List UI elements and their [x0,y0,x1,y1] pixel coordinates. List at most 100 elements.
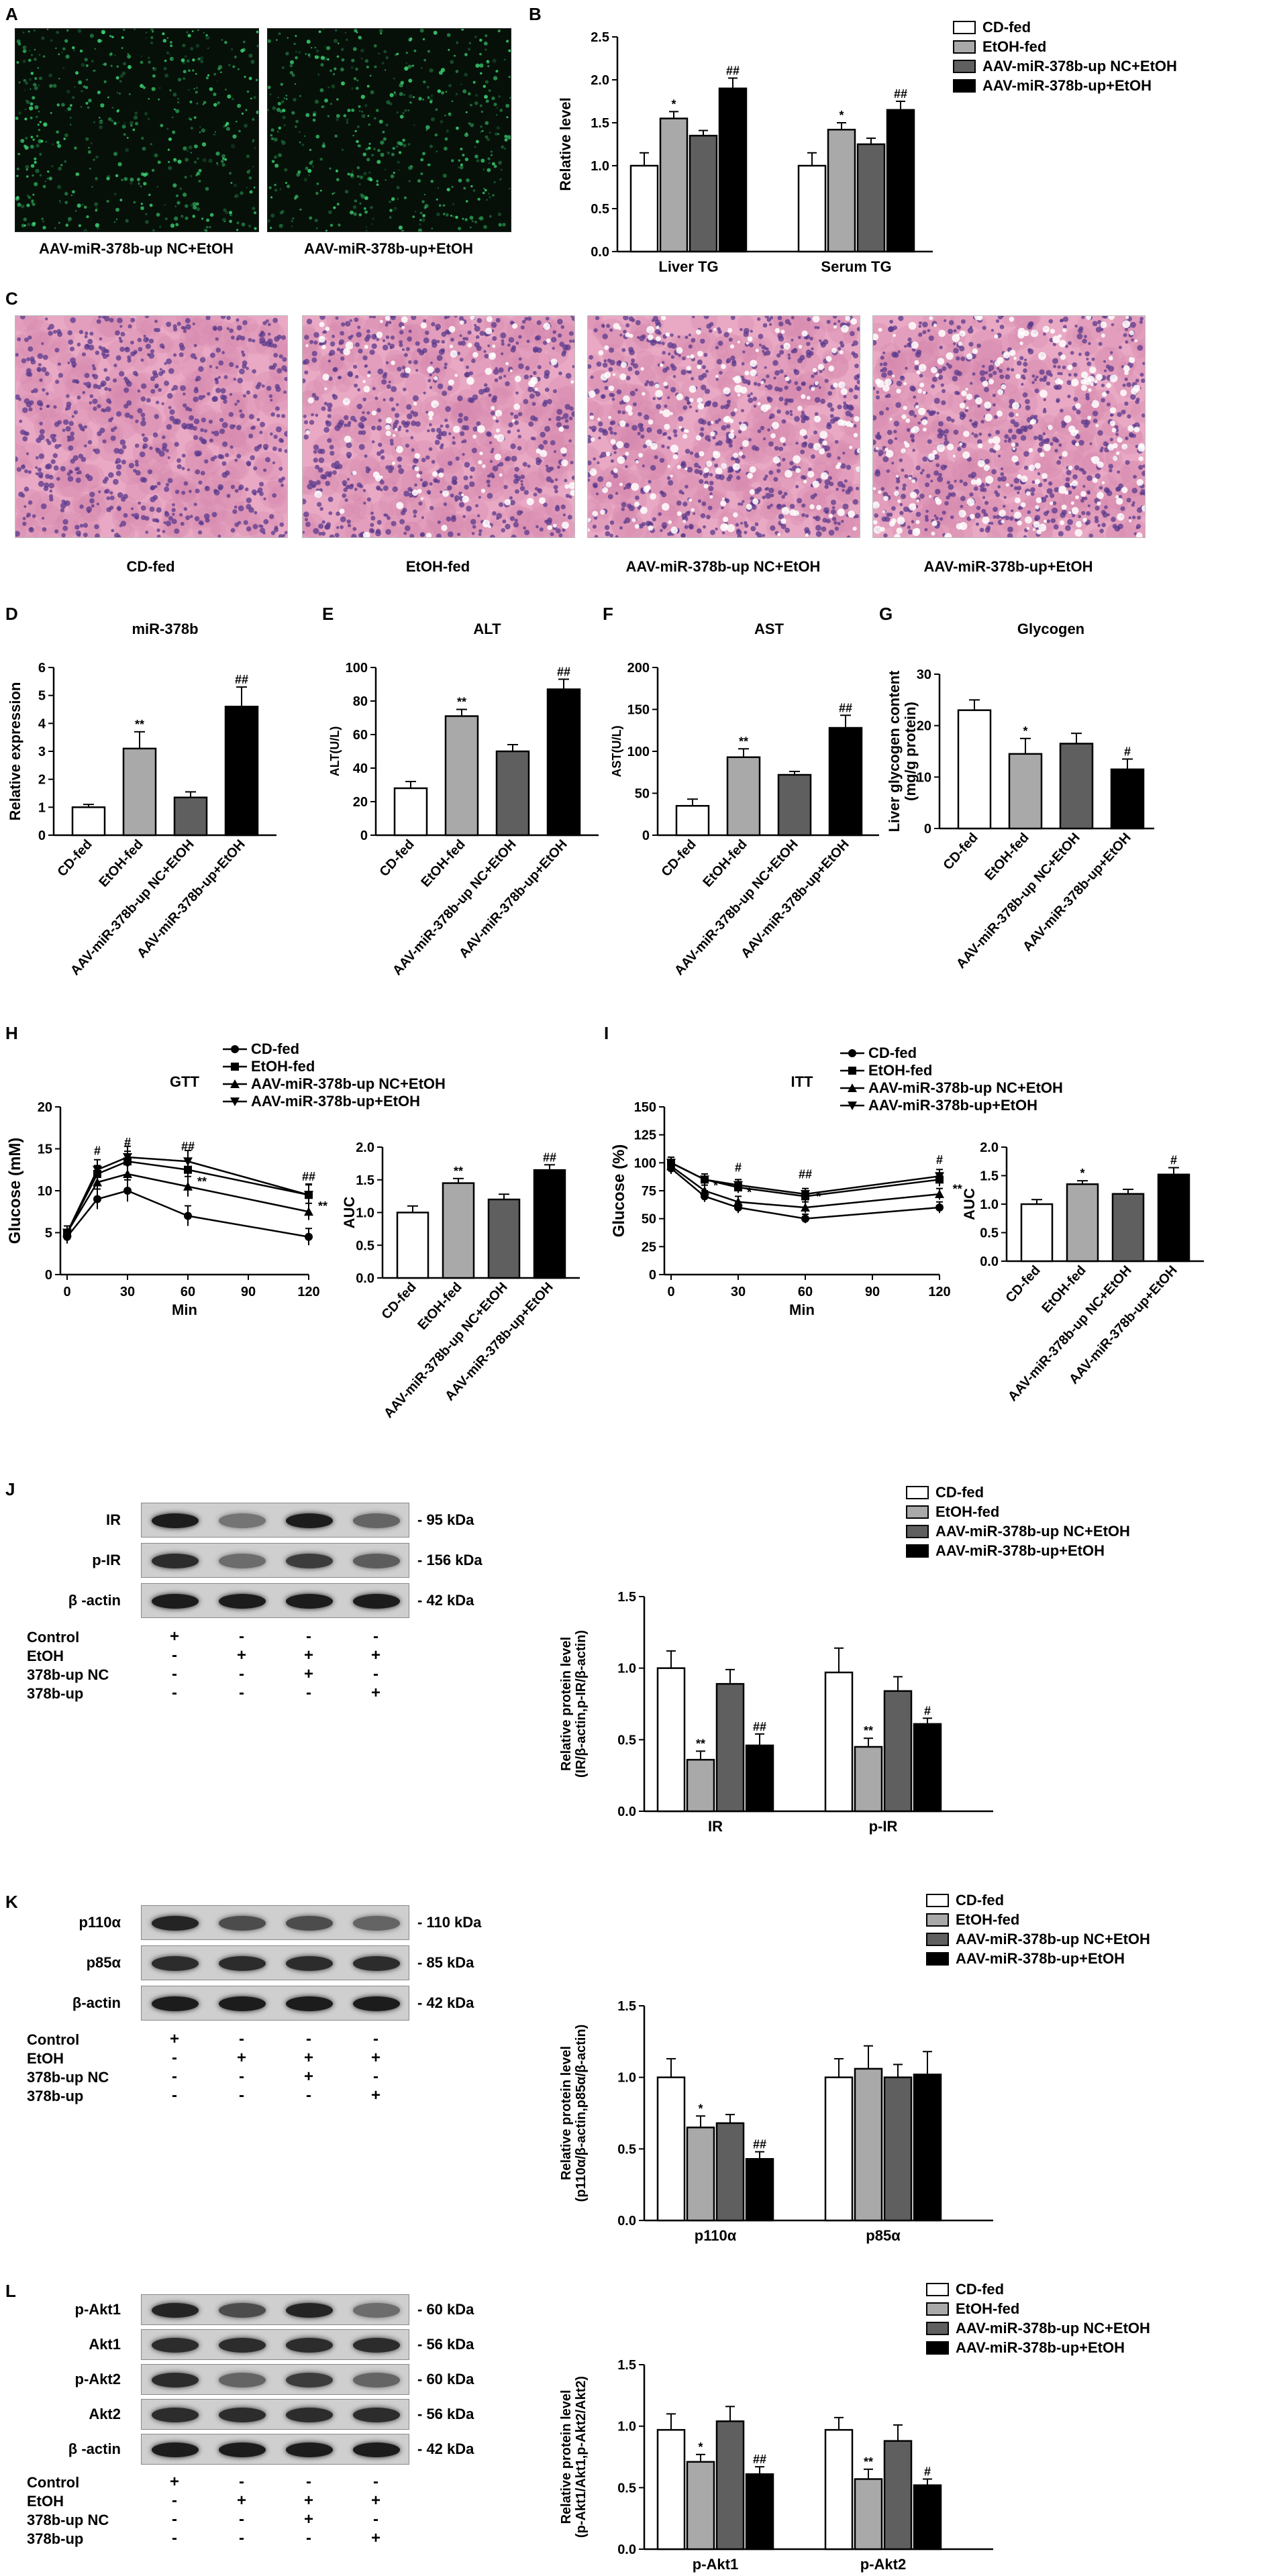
fluorescence-spot [123,133,126,136]
fluorescence-spot [179,187,182,190]
he-nucleus [700,339,705,343]
he-nucleus [116,356,121,361]
he-nucleus [389,346,393,350]
bar [631,166,658,252]
fluorescence-spot [408,78,412,83]
he-vacuole [854,416,860,422]
fluorescence-spot [221,154,225,158]
he-vacuole [723,517,728,522]
he-nucleus [988,433,992,437]
he-nucleus [389,397,394,402]
he-nucleus [515,519,518,522]
he-vacuole [611,439,616,444]
he-nucleus [321,407,326,411]
he-nucleus [198,366,203,372]
he-vacuole [750,360,757,367]
he-nucleus [597,476,603,482]
fluorescence-spot [114,54,116,56]
he-nucleus [236,454,241,459]
he-nucleus [474,342,480,347]
he-vacuole [676,347,683,354]
he-nucleus [67,330,72,335]
he-nucleus [442,340,445,343]
he-nucleus [402,366,405,369]
fluorescence-spot [493,76,497,80]
he-nucleus [315,414,319,417]
significance-mark: * [839,109,844,122]
he-nucleus [217,326,223,331]
he-nucleus [982,488,987,492]
he-nucleus [273,353,278,358]
he-nucleus [126,400,132,406]
he-nucleus [631,425,638,431]
he-vacuole [746,342,749,345]
he-nucleus [969,419,972,423]
he-nucleus [36,472,38,475]
fluorescence-spot [220,72,221,73]
fluorescence-spot [145,172,148,176]
fluorescence-spot [169,54,170,55]
fluorescence-spot [484,95,488,99]
he-nucleus [770,413,775,419]
he-nucleus [776,409,780,413]
fluorescence-spot [409,180,411,182]
fluorescence-spot [94,48,96,50]
fluorescence-spot [135,122,138,125]
fluorescence-spot [285,182,287,184]
he-vacuole [512,323,517,329]
fluorescence-spot [232,134,236,138]
fluorescence-spot [199,131,201,133]
he-vacuole [801,331,807,337]
he-nucleus [690,451,694,455]
fluorescence-spot [359,203,361,205]
fluorescence-spot [483,85,487,89]
fluorescence-spot [323,142,325,145]
he-nucleus [742,379,748,384]
he-nucleus [363,502,366,504]
he-nucleus [1033,436,1037,440]
he-nucleus [166,449,169,453]
fluorescence-spot [443,213,445,215]
he-nucleus [729,337,733,341]
he-nucleus [540,432,546,437]
he-nucleus [487,474,491,478]
he-nucleus [83,533,88,537]
he-nucleus [755,523,759,527]
fluorescence-spot [118,121,119,123]
fluorescence-spot [373,148,376,150]
fluorescence-spot [489,89,491,92]
he-nucleus [830,414,834,418]
he-nucleus [385,514,389,517]
he-nucleus [304,420,308,424]
he-nucleus [535,487,538,490]
fluorescence-spot [468,122,470,124]
fluorescence-spot [393,172,395,174]
fluorescence-spot [295,51,297,53]
fluorescence-spot [356,87,359,90]
fluorescence-spot [18,111,21,114]
he-nucleus [816,531,822,537]
he-nucleus [407,337,412,342]
fluorescence-spot [195,91,198,93]
he-nucleus [827,402,833,408]
fluorescence-spot [497,107,499,109]
he-nucleus [988,369,991,372]
fluorescence-spot [509,188,510,189]
he-nucleus [370,512,374,515]
he-nucleus [662,341,665,345]
he-nucleus [386,335,390,339]
he-nucleus [148,470,152,474]
he-nucleus [201,417,206,422]
fluorescence-spot [450,60,454,64]
fluorescence-spot [190,47,193,50]
fluorescence-spot [480,104,483,107]
he-vacuole [670,475,672,478]
fluorescence-spot [379,29,383,33]
he-nucleus [376,425,382,431]
fluorescence-spot [196,44,199,48]
fluorescence-spot [380,140,384,144]
fluorescence-spot [221,163,225,167]
he-nucleus [58,362,61,366]
he-nucleus [372,343,377,349]
fluorescence-spot [95,156,99,159]
